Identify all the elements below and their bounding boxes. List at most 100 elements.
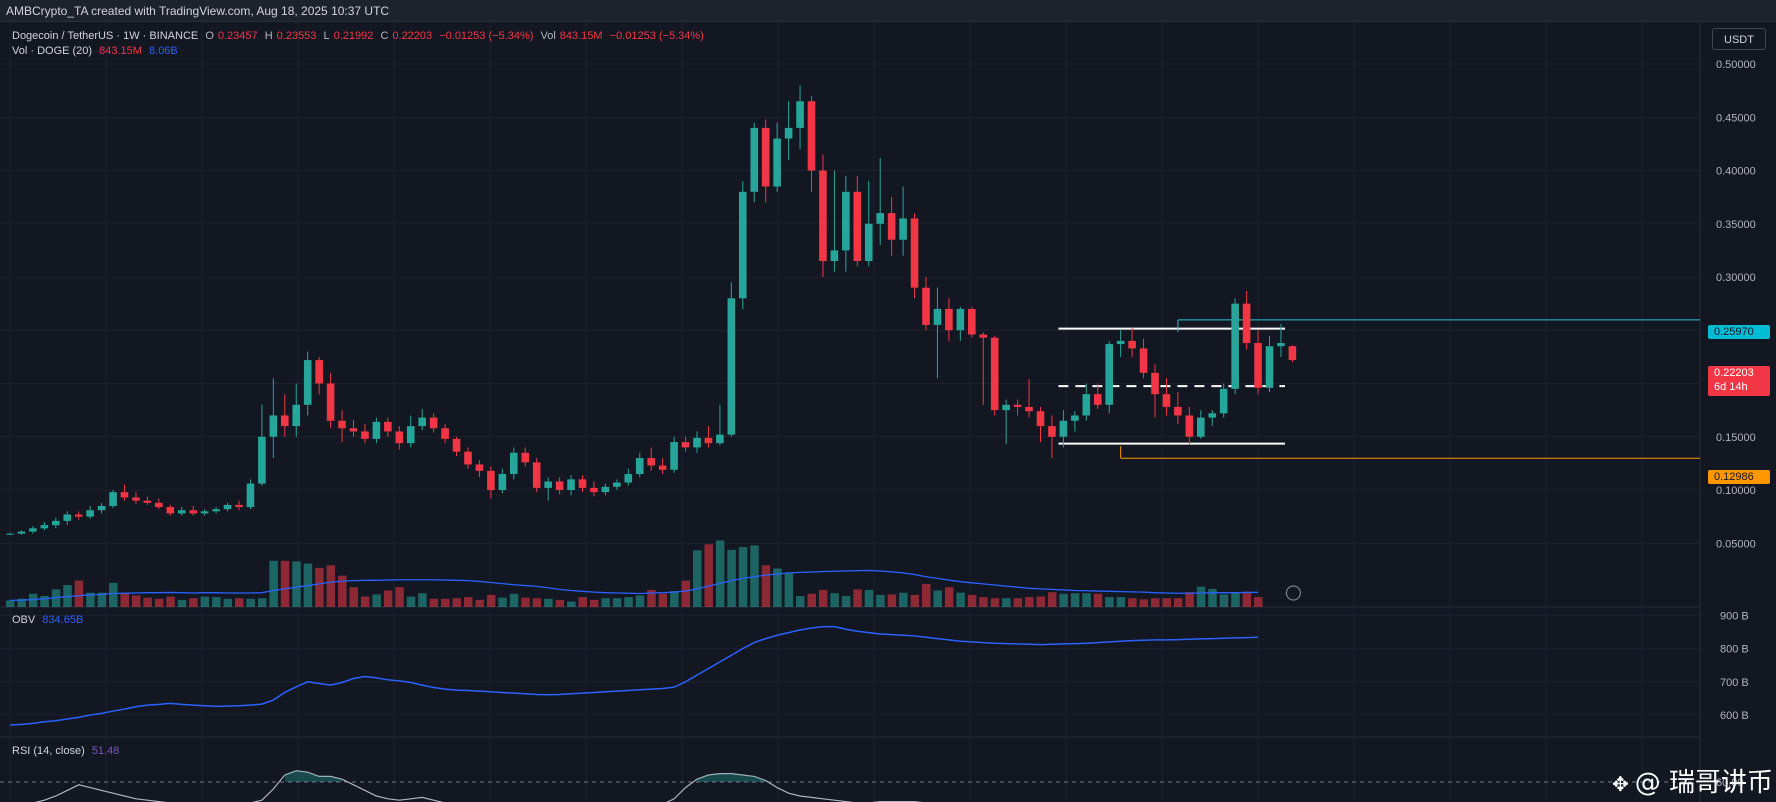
candle <box>189 505 197 516</box>
candle <box>693 431 701 453</box>
candle-body <box>1105 344 1113 405</box>
currency-selector[interactable]: USDT <box>1712 28 1766 50</box>
candle <box>1105 340 1113 414</box>
candle-body <box>200 511 209 514</box>
candle-body <box>1162 394 1171 407</box>
candle-body <box>464 451 472 465</box>
candle-body <box>1013 404 1022 407</box>
candle <box>1277 323 1285 357</box>
volume-bar <box>1047 592 1057 607</box>
volume-bar <box>990 598 1000 607</box>
volume-bar <box>796 596 805 607</box>
volume-bar <box>910 594 920 607</box>
candle <box>1116 330 1125 357</box>
volume-bar <box>406 596 416 607</box>
candle <box>613 479 621 491</box>
candle-body <box>750 127 759 192</box>
candle <box>235 500 243 511</box>
volume-bar <box>475 599 484 607</box>
watermark-logo-icon: ✥ <box>1612 772 1629 796</box>
rsi-overbought-fill <box>697 773 766 782</box>
candle-body <box>1116 340 1125 345</box>
volume-bar <box>979 597 988 607</box>
candle-body <box>956 308 965 331</box>
volume-bar <box>1185 592 1194 607</box>
current-price: 0.22203 <box>1714 367 1754 379</box>
candle-body <box>968 308 976 335</box>
candle-body <box>166 507 175 514</box>
candle-body <box>1231 303 1239 389</box>
volume-bar <box>280 560 290 607</box>
volume-bar <box>922 583 931 607</box>
candle <box>292 383 301 437</box>
candle-body <box>853 191 862 262</box>
volume-bar <box>509 593 519 607</box>
ohlc-low: 0.21992 <box>333 30 374 42</box>
volume-bar <box>1173 598 1183 607</box>
volume-bar <box>223 598 233 607</box>
price-tick-label: 0.30000 <box>1716 272 1756 284</box>
candle <box>1254 330 1262 395</box>
candle-body <box>40 525 49 529</box>
volume-bar <box>154 598 164 607</box>
candle <box>1013 399 1022 416</box>
obv-tick-label: 900 B <box>1720 610 1749 622</box>
candle <box>532 458 541 493</box>
chart-credit: AMBCrypto_TA created with TradingView.co… <box>6 4 390 18</box>
candle-body <box>979 334 988 338</box>
volume-bar <box>1013 598 1023 607</box>
volume-bar <box>28 593 38 607</box>
candle-body <box>292 404 301 427</box>
candle <box>968 306 976 338</box>
candle-body <box>807 101 816 171</box>
volume-bar <box>1036 596 1045 607</box>
volume-bar <box>738 547 748 607</box>
candle-body <box>406 426 415 444</box>
candle-body <box>1139 348 1148 373</box>
volume-bar <box>257 598 267 607</box>
candle-body <box>1277 343 1285 347</box>
candle-body <box>338 420 346 429</box>
volume-bar <box>452 598 462 607</box>
candle-body <box>246 483 255 508</box>
candle <box>406 415 415 448</box>
candle-body <box>704 437 713 444</box>
volume-bar <box>1093 593 1103 607</box>
volume-bar <box>1070 593 1080 607</box>
volume-bar <box>1162 598 1171 607</box>
candle <box>1071 411 1079 432</box>
candle-body <box>1219 388 1228 414</box>
candle-body <box>1002 404 1010 411</box>
candle <box>544 477 552 501</box>
volume-bar <box>166 596 175 607</box>
candle <box>452 436 461 456</box>
candle <box>716 404 724 446</box>
candle <box>876 157 884 246</box>
candle-body <box>899 218 907 240</box>
candle <box>177 507 186 516</box>
candle <box>1151 364 1159 418</box>
candle-body <box>452 438 461 452</box>
candle <box>74 511 83 520</box>
candle <box>315 356 323 395</box>
candle-body <box>739 191 747 299</box>
candle <box>498 468 507 494</box>
obv-label: OBV <box>12 614 36 626</box>
candle-body <box>681 442 690 448</box>
candle-body <box>1048 426 1056 437</box>
candle <box>258 404 266 486</box>
candle-body <box>1128 340 1136 349</box>
candle-body <box>303 360 312 405</box>
volume-bar <box>86 592 95 607</box>
candle-body <box>567 479 575 491</box>
vol-indicator-name: Vol · DOGE (20) <box>12 45 93 57</box>
volume-bar <box>1128 598 1137 607</box>
candle-body <box>1242 303 1251 344</box>
volume-bar <box>567 601 576 607</box>
candle-body <box>1059 420 1068 437</box>
volume-bar <box>338 575 347 607</box>
volume-bar <box>74 580 84 607</box>
volume-bar <box>761 565 771 607</box>
candle <box>166 504 175 516</box>
